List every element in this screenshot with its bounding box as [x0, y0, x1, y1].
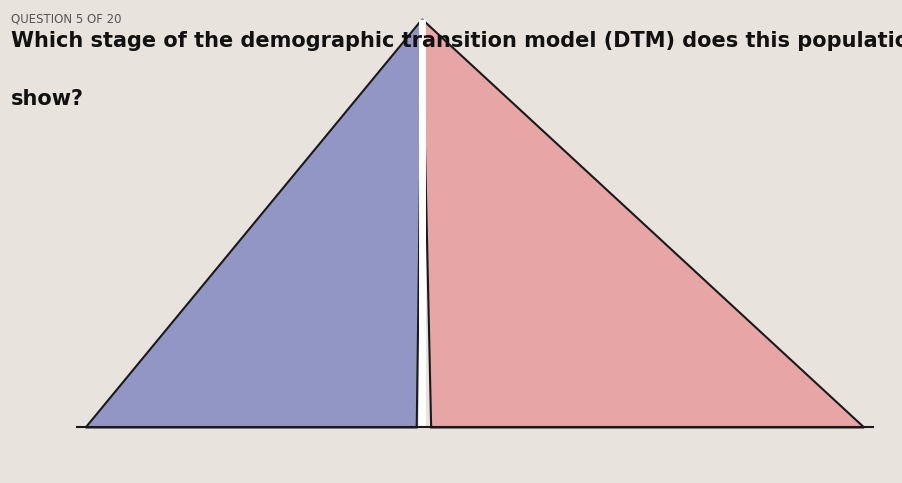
Polygon shape	[86, 19, 422, 427]
Polygon shape	[422, 19, 864, 427]
Text: Which stage of the demographic transition model (DTM) does this population pyram: Which stage of the demographic transitio…	[11, 31, 902, 51]
Text: QUESTION 5 OF 20: QUESTION 5 OF 20	[11, 12, 122, 25]
Text: show?: show?	[11, 89, 84, 109]
